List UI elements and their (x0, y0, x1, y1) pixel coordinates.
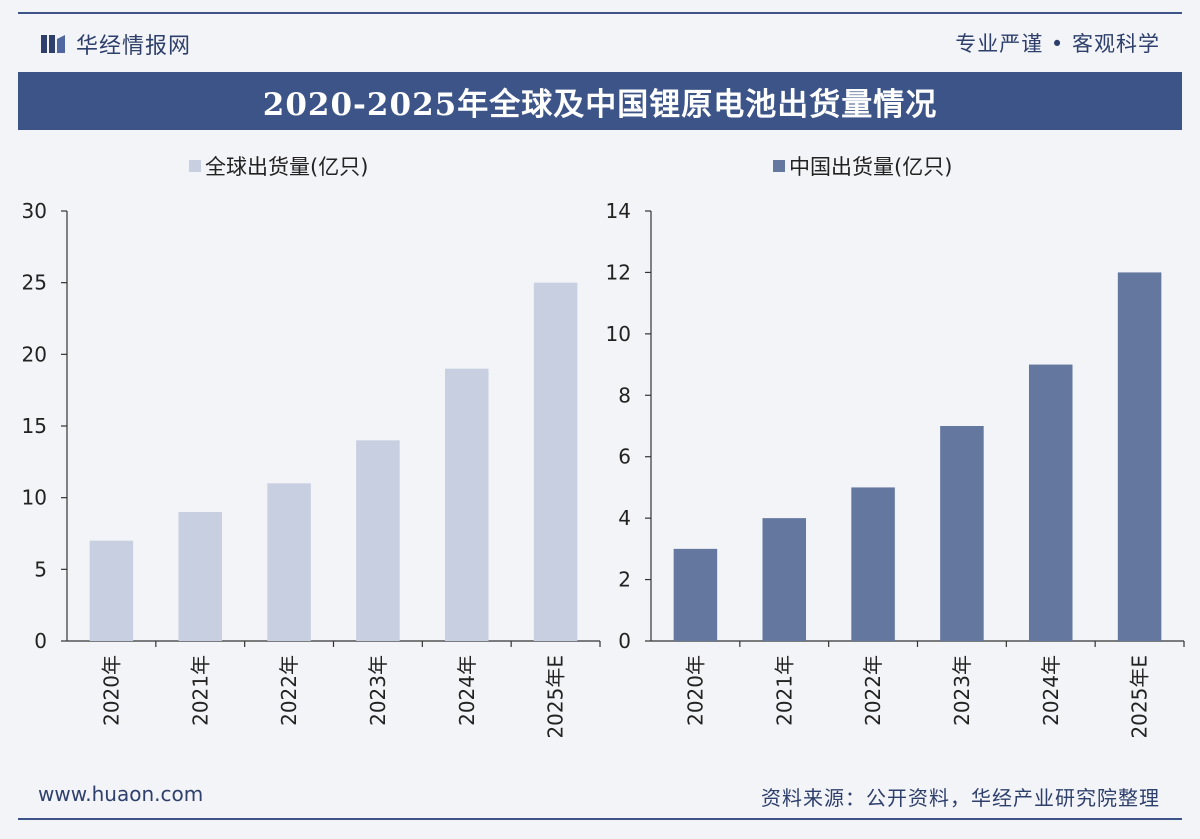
bar (267, 483, 311, 641)
legend-label: 中国出货量(亿只) (789, 155, 952, 179)
x-tick-label: 2020年 (99, 655, 123, 726)
data-source: 资料来源：公开资料，华经产业研究院整理 (761, 786, 1160, 810)
top-rule (18, 12, 1182, 14)
y-tick-label: 4 (618, 506, 631, 530)
chart-title: 2020-2025年全球及中国锂原电池出货量情况 (18, 72, 1182, 130)
header: 华经情报网 专业严谨 • 客观科学 (18, 14, 1182, 68)
y-tick-label: 30 (22, 199, 47, 223)
x-tick-label: 2025年E (544, 655, 568, 739)
y-tick-label: 8 (618, 383, 631, 407)
bar (1117, 272, 1162, 641)
brand-name: 华经情报网 (76, 34, 192, 59)
bar (940, 426, 984, 641)
brand-logo: 华经情报网 (40, 28, 191, 60)
x-tick-label: 2022年 (861, 655, 885, 726)
x-tick-label: 2024年 (455, 655, 479, 726)
legend-swatch (189, 160, 201, 172)
bar (444, 368, 489, 641)
bar (851, 487, 895, 641)
bar (762, 518, 807, 641)
x-tick-label: 2020年 (683, 655, 707, 726)
y-tick-label: 20 (22, 342, 47, 366)
y-tick-label: 2 (618, 568, 631, 592)
bar (533, 282, 578, 641)
website-link[interactable]: www.huaon.com (38, 782, 204, 806)
china-shipments-chart: 中国出货量(亿只) 0 2 4 6 8 10 12 14 2020年 2021年 2022年 2023年… (606, 155, 1185, 739)
bar (1028, 364, 1073, 641)
x-tick-label: 2024年 (1039, 655, 1063, 726)
tagline: 专业严谨 • 客观科学 (955, 32, 1160, 56)
y-tick-label: 12 (606, 260, 631, 284)
x-tick-label: 2023年 (366, 655, 390, 726)
x-tick-label: 2021年 (772, 655, 796, 726)
x-tick-label: 2023年 (950, 655, 974, 726)
y-tick-label: 25 (22, 271, 47, 295)
y-tick-label: 10 (22, 486, 47, 510)
bar (178, 512, 223, 641)
y-tick-label: 14 (606, 199, 631, 223)
logo-icon (41, 35, 65, 53)
x-tick-label: 2022年 (277, 655, 301, 726)
bottom-rule (18, 818, 1182, 820)
y-tick-label: 15 (22, 414, 47, 438)
x-tick-label: 2021年 (188, 655, 212, 726)
y-tick-label: 5 (34, 557, 47, 581)
bar (356, 440, 400, 641)
bar (89, 540, 134, 641)
legend: 中国出货量(亿只) (773, 155, 952, 179)
y-tick-label: 6 (618, 445, 631, 469)
legend-label: 全球出货量(亿只) (205, 155, 368, 179)
x-tick-label: 2025年E (1128, 655, 1152, 739)
bar (673, 548, 718, 641)
y-tick-label: 10 (606, 322, 631, 346)
legend-swatch (773, 160, 785, 172)
y-tick-label: 0 (618, 629, 631, 653)
y-tick-label: 0 (34, 629, 47, 653)
global-shipments-chart: 全球出货量(亿只) 0 5 10 15 20 25 30 2020年 2021年 2022年 2023… (22, 155, 601, 739)
legend: 全球出货量(亿只) (189, 155, 368, 179)
